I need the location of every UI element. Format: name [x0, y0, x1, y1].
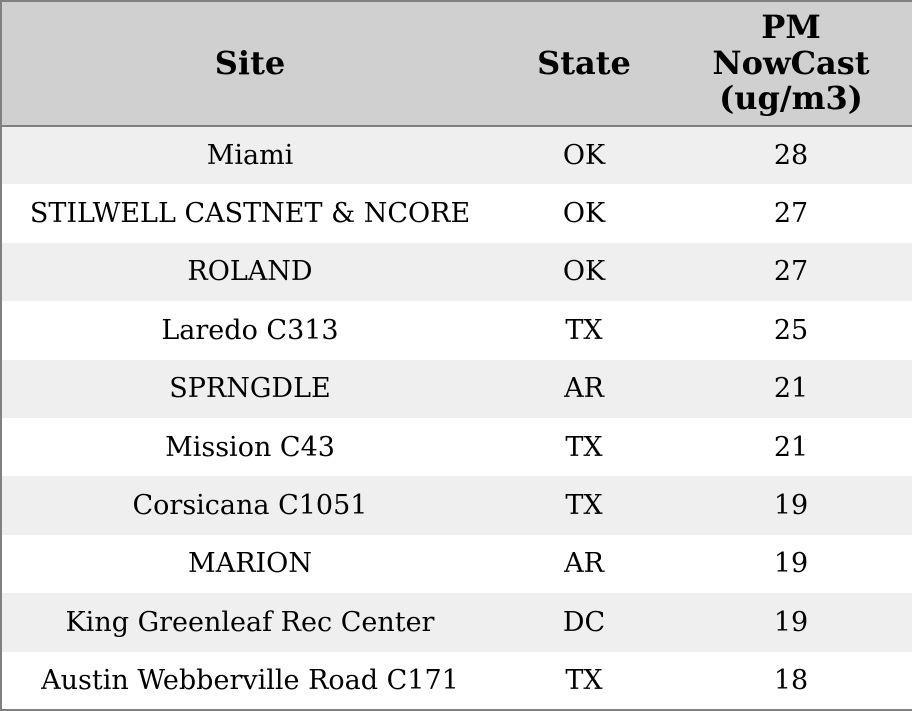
state-cell: TX [498, 476, 670, 535]
pm-nowcast-cell: 27 [670, 184, 912, 243]
site-cell: ROLAND [1, 242, 498, 302]
table-row: King Greenleaf Rec Center DC 19 [1, 593, 912, 652]
site-cell: Mission C43 [1, 417, 498, 477]
site-cell: MARION [1, 534, 498, 594]
column-header-pm-nowcast: PM NowCast (ug/m3) [670, 1, 912, 127]
site-cell: Laredo C313 [1, 301, 498, 360]
table-row: MARION AR 19 [1, 534, 912, 594]
table-row: STILWELL CASTNET & NCORE OK 27 [1, 184, 912, 243]
site-cell: Austin Webberville Road C171 [1, 651, 498, 710]
state-cell: TX [498, 301, 670, 360]
table-row: SPRNGDLE AR 21 [1, 359, 912, 418]
pm-nowcast-cell: 19 [670, 593, 912, 652]
column-header-site: Site [1, 1, 498, 127]
table-body: Miami OK 28 STILWELL CASTNET & NCORE OK … [1, 126, 912, 710]
site-cell: Miami [1, 126, 498, 185]
site-cell: Corsicana C1051 [1, 476, 498, 535]
table-row: Laredo C313 TX 25 [1, 301, 912, 360]
pm-nowcast-cell: 28 [670, 126, 912, 185]
column-header-pm-line-3: (ug/m3) [719, 79, 863, 118]
state-cell: OK [498, 242, 670, 302]
site-cell: King Greenleaf Rec Center [1, 593, 498, 652]
pm-nowcast-cell: 19 [670, 476, 912, 535]
column-header-pm-line-2: NowCast [712, 43, 870, 82]
column-header-pm-line-1: PM [761, 7, 821, 46]
table-row: Miami OK 28 [1, 126, 912, 185]
column-header-state: State [498, 1, 670, 127]
site-cell: STILWELL CASTNET & NCORE [1, 184, 498, 243]
state-cell: OK [498, 126, 670, 185]
pm-nowcast-cell: 19 [670, 534, 912, 594]
table-row: Austin Webberville Road C171 TX 18 [1, 651, 912, 710]
table-row: Corsicana C1051 TX 19 [1, 476, 912, 535]
pm-nowcast-cell: 18 [670, 651, 912, 710]
state-cell: DC [498, 593, 670, 652]
state-cell: OK [498, 184, 670, 243]
header-row: Site State PM NowCast (ug/m3) [1, 1, 912, 127]
pm-nowcast-cell: 27 [670, 242, 912, 302]
pm-nowcast-cell: 25 [670, 301, 912, 360]
state-cell: AR [498, 359, 670, 418]
state-cell: AR [498, 534, 670, 594]
table-row: Mission C43 TX 21 [1, 417, 912, 477]
table-row: ROLAND OK 27 [1, 242, 912, 302]
state-cell: TX [498, 651, 670, 710]
pm-nowcast-cell: 21 [670, 359, 912, 418]
state-cell: TX [498, 417, 670, 477]
pm-nowcast-cell: 21 [670, 417, 912, 477]
site-cell: SPRNGDLE [1, 359, 498, 418]
table-header: Site State PM NowCast (ug/m3) [1, 1, 912, 127]
